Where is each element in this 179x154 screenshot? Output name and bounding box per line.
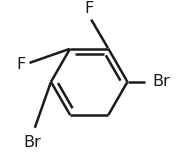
Text: Br: Br [153, 74, 170, 89]
Text: Br: Br [23, 135, 41, 150]
Text: F: F [85, 1, 94, 16]
Text: F: F [16, 57, 26, 72]
